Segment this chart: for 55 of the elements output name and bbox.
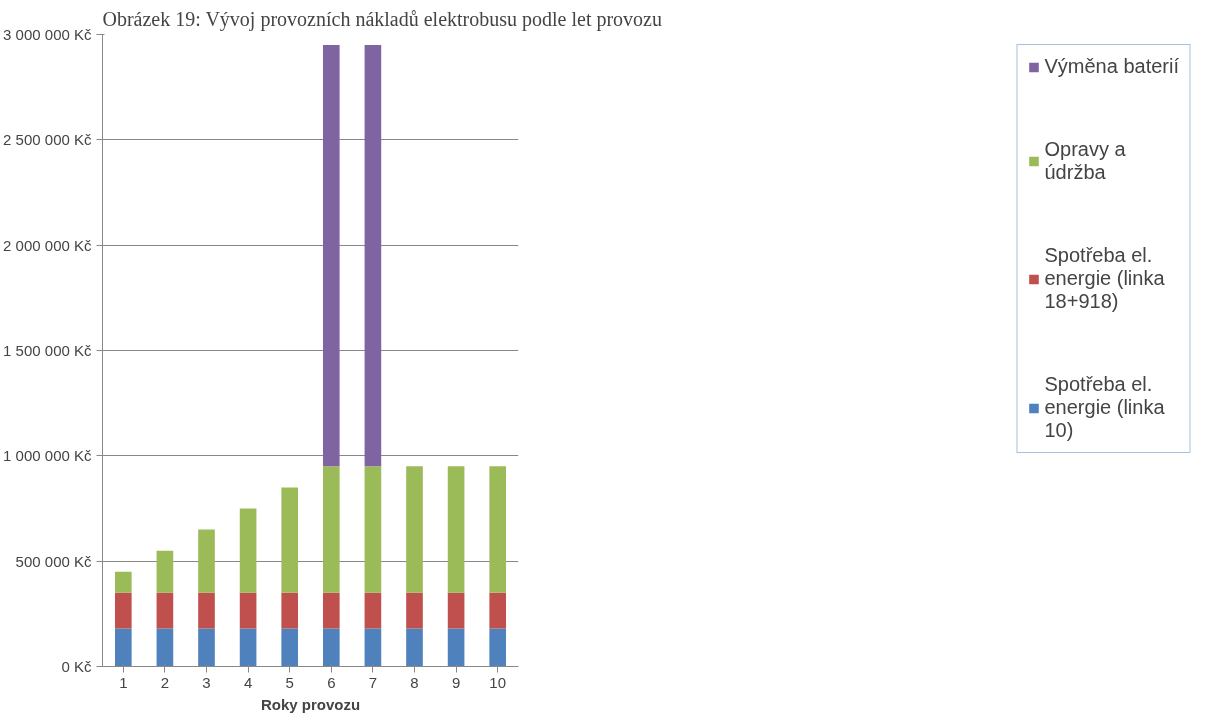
x-tick-label: 1 [119, 673, 128, 691]
bar [198, 529, 215, 593]
bar [406, 628, 423, 667]
x-tick-label: 8 [410, 673, 419, 691]
bar [364, 628, 382, 667]
bar [239, 592, 257, 629]
legend-label: Spotřeba el. energie (linka 10) [1044, 373, 1165, 442]
bar [447, 592, 465, 629]
bar [114, 571, 132, 593]
x-tick-label: 5 [285, 673, 294, 691]
bar [156, 550, 174, 593]
x-tick-label: 7 [368, 673, 378, 691]
legend-label: Výměna baterií [1044, 55, 1179, 78]
bar [198, 592, 215, 629]
y-tick-label: 0 Kč [61, 658, 92, 675]
bar [364, 592, 382, 629]
chart-title: Obrázek 19: Vývoj provozních nákladů elektrobusu podle let provozu [102, 7, 662, 31]
bar [239, 508, 257, 593]
bar [198, 628, 215, 667]
y-tick-label: 1 500 000 Kč [3, 342, 92, 359]
x-tick-label: 9 [451, 673, 461, 691]
bar [447, 466, 465, 593]
bar [322, 45, 340, 467]
bar [489, 628, 507, 667]
legend-label: Spotřeba el. energie (linka 18+918) [1044, 244, 1165, 313]
bar [114, 628, 132, 667]
bar [489, 466, 507, 593]
x-tick-label: 6 [327, 673, 336, 691]
legend-label: Opravy a údržba [1044, 138, 1126, 184]
x-axis-title: Roky provozu [260, 695, 361, 713]
bar [447, 628, 465, 667]
bar [364, 45, 382, 467]
y-tick-label: 3 000 000 Kč [3, 26, 92, 43]
bar [281, 487, 299, 593]
x-tick-label: 10 [489, 673, 507, 691]
bar [239, 628, 257, 667]
y-tick-label: 2 000 000 Kč [3, 236, 92, 254]
bar [406, 466, 423, 593]
y-tick-label: 500 000 Kč [15, 552, 92, 570]
bar [364, 466, 382, 593]
bar [322, 466, 340, 593]
bar [489, 592, 507, 629]
x-tick-label: 4 [243, 673, 253, 691]
y-tick-label: 2 500 000 Kč [3, 131, 92, 149]
bar [322, 592, 340, 629]
x-tick-label: 2 [160, 673, 170, 691]
bar [281, 592, 299, 629]
bar [322, 628, 340, 667]
y-tick-label: 1 000 000 Kč [3, 447, 92, 465]
bar [156, 628, 174, 667]
x-tick-label: 3 [202, 673, 211, 691]
bar [281, 628, 299, 667]
bar [114, 592, 132, 629]
bar [406, 592, 423, 629]
bar [156, 592, 174, 629]
